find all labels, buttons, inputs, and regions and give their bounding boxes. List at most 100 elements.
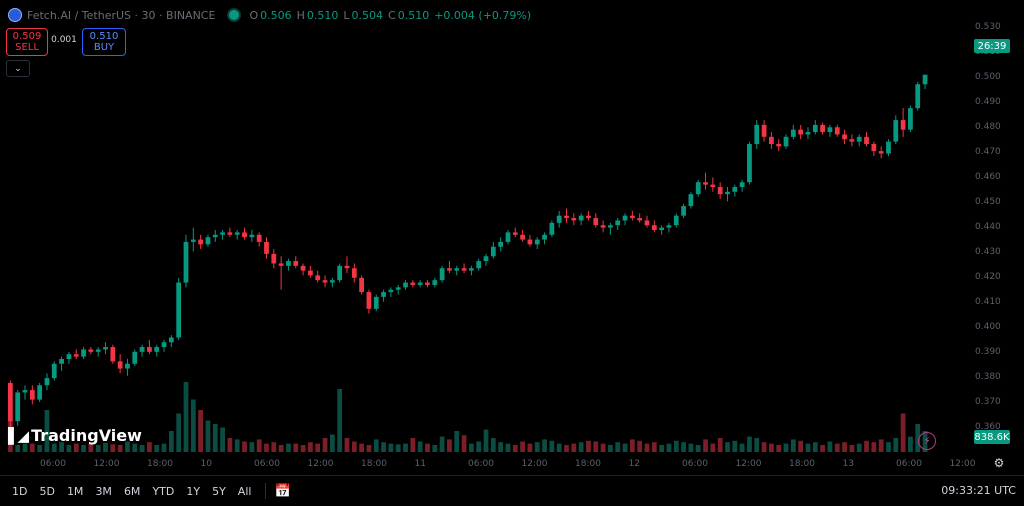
volume-bar [59, 442, 64, 452]
candle [110, 344, 116, 364]
lightning-icon[interactable]: ⚡ [918, 432, 936, 450]
price-tick-label: 0.530 [975, 22, 1001, 32]
candle [725, 187, 730, 202]
interval-label[interactable]: 30 [141, 8, 156, 22]
volume-bar [747, 436, 752, 452]
time-tick-label: 13 [842, 459, 854, 469]
chart-area[interactable]: Fetch.AI / TetherUS · 30 · BINANCE O 0.5… [0, 0, 1024, 475]
candle [242, 227, 247, 240]
candle [644, 215, 650, 228]
candle [117, 354, 123, 374]
candle [132, 349, 138, 367]
candle [593, 213, 599, 228]
volume-bar [125, 441, 130, 452]
volume-bar [761, 442, 767, 452]
range-button-1m[interactable]: 1M [66, 484, 84, 498]
candle [439, 265, 445, 283]
candle [842, 129, 847, 144]
symbol-name[interactable]: Fetch.AI / TetherUS [27, 8, 132, 22]
candle [66, 351, 72, 364]
volume-bar [37, 445, 43, 452]
symbol-header: Fetch.AI / TetherUS · 30 · BINANCE O 0.5… [8, 6, 536, 24]
volume-bar [893, 438, 899, 452]
gear-icon[interactable]: ⚙ [993, 456, 1005, 470]
candle [8, 380, 13, 431]
volume-bar [110, 444, 116, 452]
volume-bar [571, 443, 577, 452]
buy-price: 0.510 [89, 31, 119, 42]
range-button-5y[interactable]: 5Y [212, 484, 226, 498]
range-button-1d[interactable]: 1D [12, 484, 28, 498]
volume-bar [586, 440, 591, 452]
volume-bar [717, 438, 723, 452]
candle [388, 287, 394, 297]
candlestick-chart[interactable] [0, 0, 1024, 475]
volume-bar [425, 443, 430, 452]
volume-bar [351, 441, 357, 452]
volume-bar [117, 445, 123, 452]
candle [183, 234, 189, 288]
price-tick-label: 0.360 [975, 422, 1001, 432]
candle [534, 237, 540, 250]
price-tick-label: 0.490 [975, 97, 1001, 107]
volume-bar [234, 439, 240, 452]
candle [29, 385, 35, 405]
candle [666, 222, 672, 233]
volume-bar [132, 443, 138, 452]
buy-button[interactable]: 0.510 BUY [82, 28, 126, 56]
volume-bar [703, 439, 708, 452]
tradingview-logo[interactable]: ▌◢ TradingView [8, 426, 142, 445]
candle [542, 232, 547, 245]
volume-bar [22, 443, 28, 452]
candle [622, 213, 628, 226]
volume-bar [820, 445, 825, 452]
open-value: 0.506 [260, 8, 292, 22]
time-tick-label: 06:00 [254, 459, 280, 469]
candle [849, 134, 855, 147]
volume-bar [498, 442, 504, 452]
range-button-3m[interactable]: 3M [95, 484, 112, 498]
volume-bar [249, 442, 255, 452]
range-button-5d[interactable]: 5D [39, 484, 55, 498]
volume-bar [512, 445, 518, 452]
range-button-6m[interactable]: 6M [123, 484, 141, 498]
volume-bar [66, 445, 72, 452]
volume-bar [681, 442, 686, 452]
candle [88, 347, 94, 355]
volume-bar [103, 442, 108, 452]
candle [417, 280, 423, 288]
collapse-legend-button[interactable]: ⌄ [6, 60, 30, 77]
low-value: 0.504 [351, 8, 384, 22]
volume-bar [600, 443, 606, 452]
candle [351, 263, 357, 283]
sell-button[interactable]: 0.509 SELL [6, 28, 48, 56]
volume-bar [856, 443, 862, 452]
candle [15, 390, 21, 426]
range-button-all[interactable]: All [237, 484, 252, 498]
candle [681, 203, 686, 219]
volume-bar [205, 420, 211, 452]
utc-clock[interactable]: 09:33:21 UTC [941, 484, 1016, 497]
time-tick-label: 06:00 [468, 459, 494, 469]
time-tick-label: 11 [414, 459, 426, 469]
calendar-goto-icon[interactable]: 📅 [274, 483, 291, 499]
volume-bar [88, 443, 94, 452]
range-button-1y[interactable]: 1Y [186, 484, 201, 498]
volume-bar [8, 420, 13, 452]
volume-bar [308, 442, 313, 452]
volume-bar [908, 436, 913, 452]
volume-bar [915, 424, 921, 452]
volume-bar [622, 443, 628, 452]
price-tick-label: 0.440 [975, 222, 1001, 232]
candle [856, 134, 862, 147]
candle [761, 120, 767, 142]
range-button-ytd[interactable]: YTD [152, 484, 175, 498]
volume-bar [344, 438, 350, 452]
volume-bar [44, 410, 50, 452]
volume-bar [168, 431, 174, 452]
volume-bar [769, 443, 774, 452]
candle [425, 280, 430, 288]
candle [176, 277, 182, 340]
candle [490, 241, 496, 259]
volume-bar [278, 445, 284, 452]
